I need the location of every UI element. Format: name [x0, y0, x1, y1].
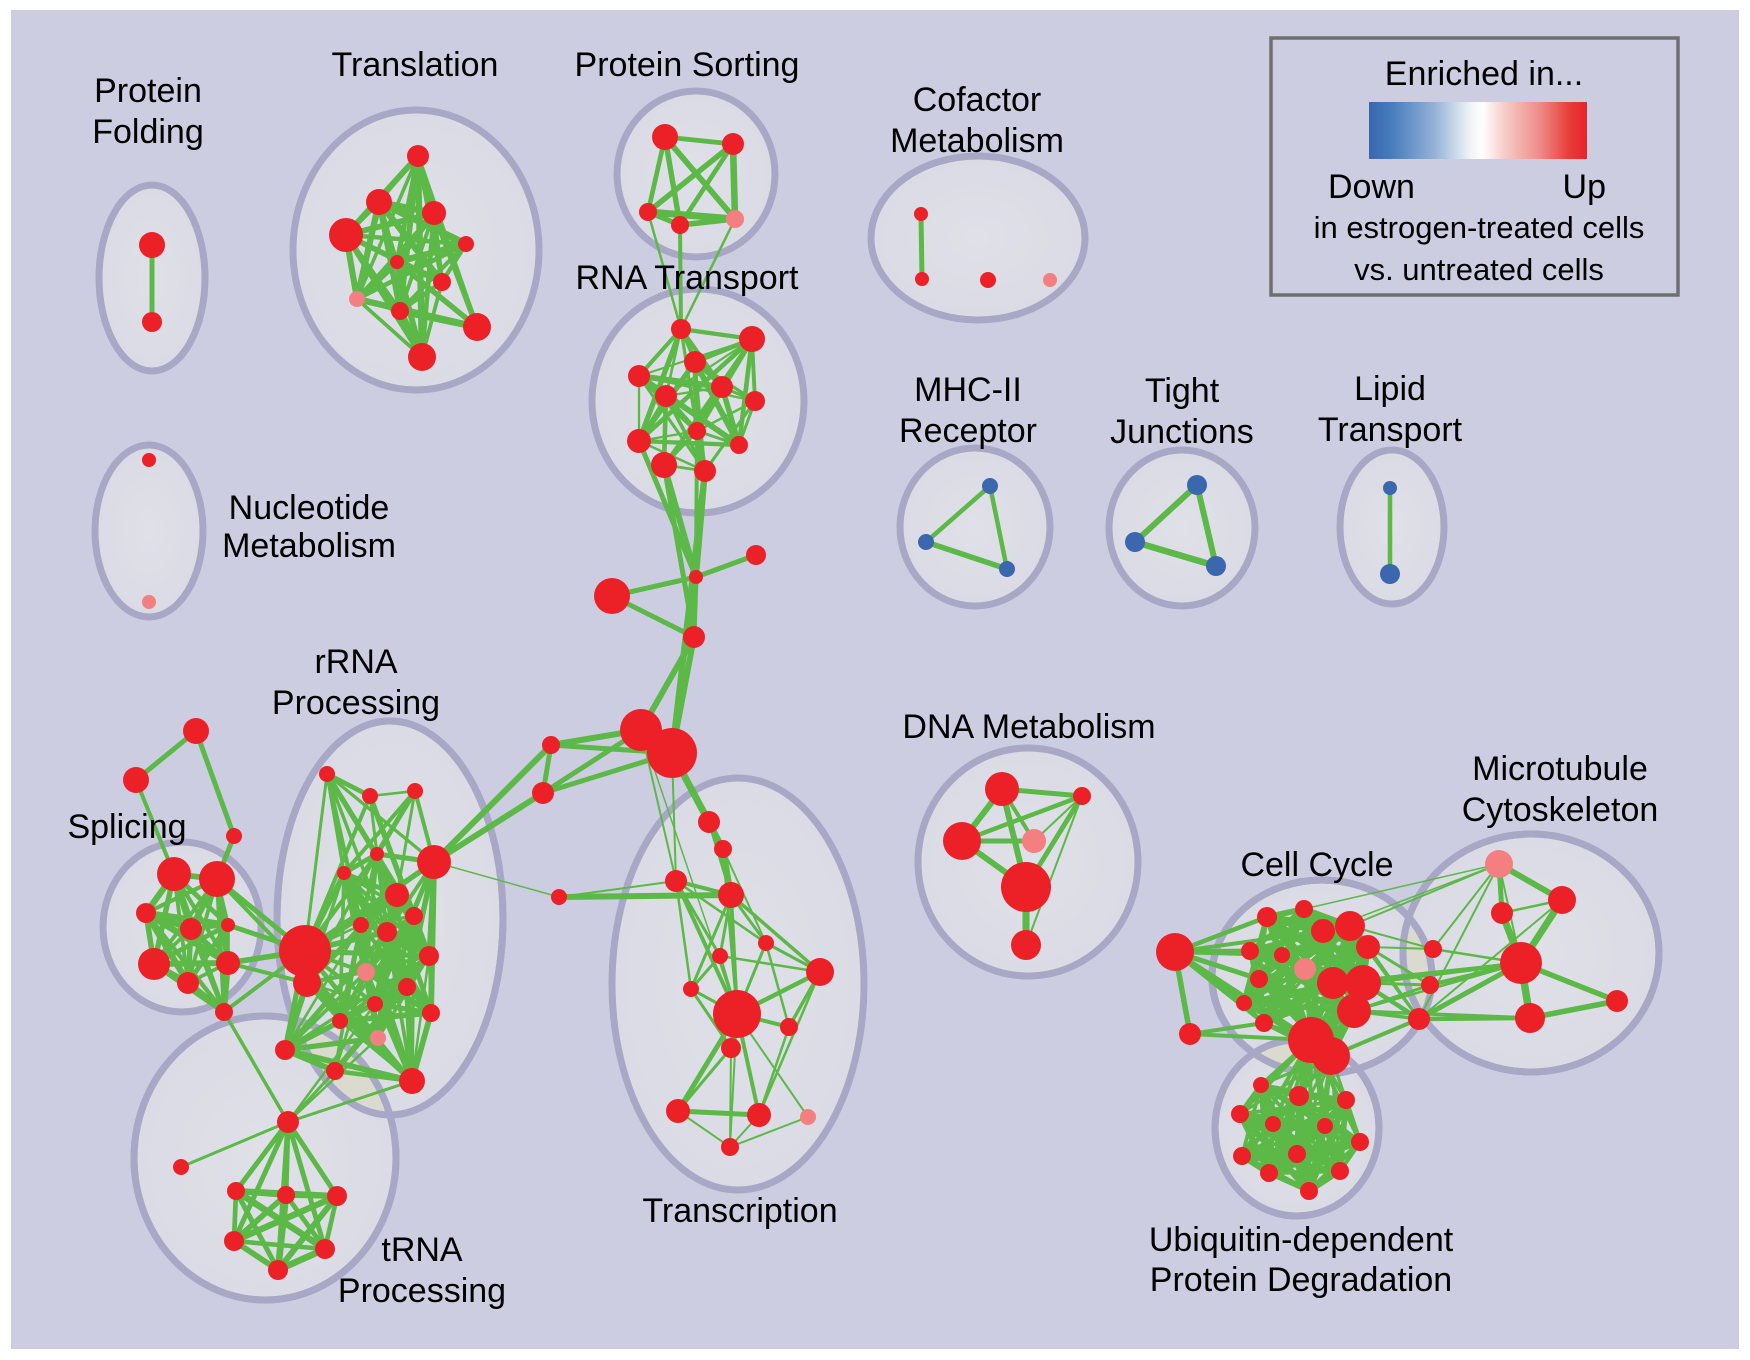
svg-text:in estrogen-treated cells: in estrogen-treated cells — [1314, 210, 1645, 245]
svg-text:Protein Degradation: Protein Degradation — [1150, 1261, 1452, 1299]
svg-text:Metabolism: Metabolism — [222, 527, 396, 565]
svg-text:Ubiquitin-dependent: Ubiquitin-dependent — [1149, 1221, 1454, 1259]
svg-text:Cofactor: Cofactor — [913, 81, 1042, 119]
svg-text:RNA Transport: RNA Transport — [576, 259, 800, 297]
svg-text:Folding: Folding — [92, 113, 204, 151]
svg-text:Receptor: Receptor — [899, 412, 1037, 450]
svg-text:Splicing: Splicing — [67, 808, 186, 846]
svg-text:Transport: Transport — [1318, 411, 1463, 449]
svg-text:MHC-II: MHC-II — [914, 371, 1022, 409]
svg-text:Cell Cycle: Cell Cycle — [1240, 846, 1393, 884]
svg-text:Nucleotide: Nucleotide — [229, 489, 390, 527]
svg-text:DNA Metabolism: DNA Metabolism — [902, 708, 1155, 746]
svg-text:vs. untreated cells: vs. untreated cells — [1354, 252, 1604, 287]
svg-text:Up: Up — [1563, 168, 1606, 206]
svg-text:tRNA: tRNA — [381, 1231, 463, 1269]
svg-text:Junctions: Junctions — [1110, 413, 1254, 451]
svg-text:Transcription: Transcription — [642, 1192, 837, 1230]
svg-text:Translation: Translation — [332, 46, 499, 84]
svg-text:Down: Down — [1328, 168, 1415, 206]
svg-text:Processing: Processing — [338, 1272, 506, 1310]
svg-text:Processing: Processing — [272, 684, 440, 722]
svg-text:Cytoskeleton: Cytoskeleton — [1462, 791, 1659, 829]
svg-text:Lipid: Lipid — [1354, 370, 1426, 408]
svg-text:Protein Sorting: Protein Sorting — [575, 46, 800, 84]
svg-text:Microtubule: Microtubule — [1472, 750, 1648, 788]
svg-text:Protein: Protein — [94, 72, 202, 110]
svg-text:Enriched in...: Enriched in... — [1385, 55, 1583, 93]
svg-text:Tight: Tight — [1145, 372, 1220, 410]
svg-text:Metabolism: Metabolism — [890, 122, 1064, 160]
svg-text:rRNA: rRNA — [314, 643, 397, 681]
